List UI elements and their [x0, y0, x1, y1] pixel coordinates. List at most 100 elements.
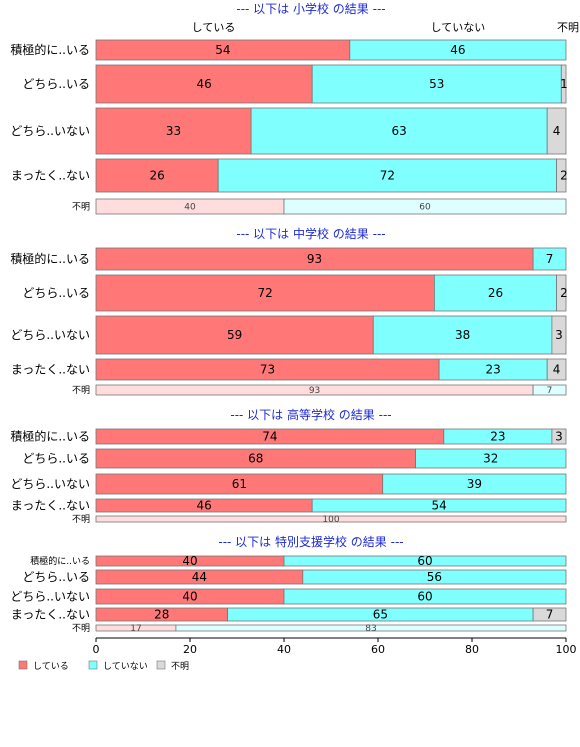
bar-segment: [532, 384, 567, 396]
data-label: 26: [149, 169, 164, 183]
row-label: どちら..いる: [22, 570, 90, 584]
data-label: 60: [417, 590, 432, 604]
bar-segment: [415, 448, 567, 469]
bar-segment: [175, 624, 567, 632]
row-label: 積極的に..いる: [10, 251, 90, 266]
bar-segment: [382, 473, 567, 495]
legend-label: していない: [103, 661, 148, 672]
data-label: 28: [154, 608, 169, 622]
data-label: 46: [450, 43, 465, 57]
data-label: 72: [258, 286, 273, 300]
row-label: どちら..いる: [22, 77, 90, 91]
row-label: 不明: [72, 385, 90, 396]
data-label: 53: [429, 77, 444, 91]
panel-title: --- 以下は 特別支援学校 の結果 ---: [218, 534, 403, 549]
data-label: 4: [553, 124, 561, 138]
bar-segment: [560, 64, 567, 104]
row-label: 積極的に..いる: [10, 429, 90, 444]
bar-segment: [283, 555, 567, 567]
data-label: 93: [309, 386, 320, 396]
header-label: している: [192, 21, 236, 34]
x-tick-label: 20: [183, 643, 197, 656]
data-label: 7: [546, 252, 554, 266]
row-label: 積極的に..いる: [30, 555, 90, 567]
data-label: 2: [560, 169, 568, 183]
data-label: 56: [427, 570, 442, 584]
data-label: 3: [555, 430, 563, 444]
bar-segment: [283, 198, 567, 215]
data-label: 68: [248, 452, 263, 466]
data-label: 26: [488, 286, 503, 300]
header-label: 不明: [557, 21, 579, 34]
bar-segment: [532, 247, 567, 271]
bar-segment: [551, 428, 567, 445]
data-label: 2: [560, 286, 568, 300]
header-label: していない: [431, 21, 486, 34]
row-label: どちら..いない: [10, 124, 90, 138]
row-label: どちら..いる: [22, 452, 90, 466]
panel-title: --- 以下は 高等学校 の結果 ---: [230, 407, 391, 422]
panel-title: --- 以下は 中学校 の結果 ---: [236, 226, 385, 241]
data-label: 39: [467, 477, 482, 491]
data-label: 17: [130, 624, 141, 634]
row-label: まったく..ない: [11, 608, 90, 622]
data-label: 44: [192, 570, 207, 584]
bar-segment: [372, 315, 553, 355]
x-tick-label: 60: [371, 643, 385, 656]
legend-swatch: [88, 660, 98, 670]
bar-segment: [433, 274, 557, 312]
x-tick-label: 0: [93, 643, 100, 656]
legend-swatch: [18, 660, 28, 670]
data-label: 54: [215, 43, 230, 57]
data-label: 1: [560, 77, 568, 91]
data-label: 40: [184, 203, 196, 213]
row-label: 不明: [72, 202, 90, 213]
bar-segment: [546, 358, 567, 381]
row-label: 不明: [72, 623, 90, 634]
data-label: 3: [555, 328, 563, 342]
row-label: 積極的に..いる: [10, 42, 90, 57]
bar-segment: [95, 107, 252, 155]
legend-swatch: [156, 660, 166, 670]
data-label: 63: [392, 124, 407, 138]
bar-segment: [311, 498, 567, 513]
data-label: 33: [166, 124, 181, 138]
data-label: 93: [307, 252, 322, 266]
data-label: 7: [546, 608, 554, 622]
bar-segment: [95, 274, 435, 312]
data-label: 40: [182, 554, 197, 568]
data-label: 60: [419, 203, 431, 213]
row-label: まったく..ない: [11, 363, 90, 377]
bar-segment: [349, 39, 567, 61]
row-label: どちら..いる: [22, 286, 90, 300]
data-label: 65: [373, 608, 388, 622]
data-label: 40: [182, 590, 197, 604]
data-label: 32: [483, 452, 498, 466]
bar-segment: [283, 588, 567, 605]
data-label: 74: [262, 430, 277, 444]
row-label: まったく..ない: [11, 499, 90, 513]
data-label: 100: [322, 515, 339, 525]
data-label: 4: [553, 363, 561, 377]
row-label: 不明: [72, 514, 90, 525]
row-label: どちら..いない: [10, 477, 90, 491]
data-label: 38: [455, 328, 470, 342]
data-label: 83: [365, 624, 376, 634]
bar-segment: [95, 64, 313, 104]
legend-label: している: [33, 661, 69, 672]
x-tick-label: 80: [465, 643, 479, 656]
bar-segment: [95, 158, 219, 193]
bar-segment: [217, 158, 557, 193]
x-tick-label: 100: [556, 643, 577, 656]
bar-segment: [546, 107, 567, 155]
data-label: 61: [232, 477, 247, 491]
row-label: まったく..ない: [11, 169, 90, 183]
data-label: 46: [196, 499, 211, 513]
bar-segment: [95, 515, 567, 523]
x-tick-label: 40: [277, 643, 291, 656]
bar-segment: [556, 274, 567, 312]
row-label: どちら..いない: [10, 590, 90, 604]
data-label: 23: [490, 430, 505, 444]
bar-segment: [302, 569, 567, 585]
